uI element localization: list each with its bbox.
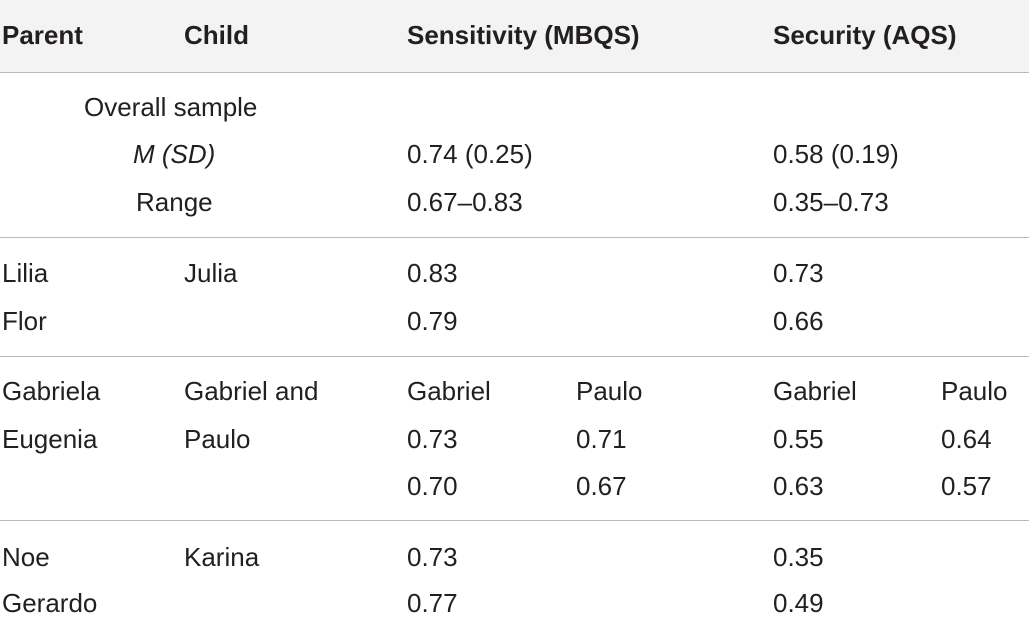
group2-r1-sensitivity-b: 0.71 [576, 424, 627, 454]
group1-parent2: Flor [2, 306, 47, 336]
overall-range-label: Range [136, 187, 213, 217]
overall-m-security: 0.58 (0.19) [773, 139, 899, 169]
group2-sensitivity-sub1: Gabriel [407, 376, 491, 406]
overall-m-label: M (SD) [133, 139, 216, 169]
group2-security-sub1: Gabriel [773, 376, 857, 406]
group3-parent2: Gerardo [2, 588, 98, 618]
header-child: Child [184, 20, 249, 50]
group3-security2: 0.49 [773, 588, 824, 618]
header-sensitivity: Sensitivity (MBQS) [407, 20, 640, 50]
group3-child: Karina [184, 542, 260, 572]
group3-parent1: Noe [2, 542, 50, 572]
group2-r1-sensitivity-a: 0.73 [407, 424, 458, 454]
group3-sensitivity2: 0.77 [407, 588, 458, 618]
overall-label: Overall sample [84, 92, 258, 122]
group2-security-sub2: Paulo [941, 376, 1008, 406]
group1-sensitivity2: 0.79 [407, 306, 458, 336]
overall-range-security: 0.35–0.73 [773, 187, 889, 217]
group2-r1-security-a: 0.55 [773, 424, 824, 454]
group2-child-line2: Paulo [184, 424, 251, 454]
group1-security2: 0.66 [773, 306, 824, 336]
group1-sensitivity1: 0.83 [407, 258, 458, 288]
header-parent: Parent [2, 20, 83, 50]
table-header [0, 0, 1029, 73]
header-security: Security (AQS) [773, 20, 957, 50]
group1-child: Julia [184, 258, 238, 288]
group2-child-line1: Gabriel and [184, 376, 319, 406]
group2-r2-security-b: 0.57 [941, 471, 992, 501]
row-divider [0, 520, 1029, 521]
group2-r2-sensitivity-b: 0.67 [576, 471, 627, 501]
overall-m-sensitivity: 0.74 (0.25) [407, 139, 533, 169]
group2-parent1: Gabriela [2, 376, 101, 406]
group1-security1: 0.73 [773, 258, 824, 288]
group3-sensitivity1: 0.73 [407, 542, 458, 572]
group2-r1-security-b: 0.64 [941, 424, 992, 454]
group3-security1: 0.35 [773, 542, 824, 572]
row-divider [0, 237, 1029, 238]
overall-range-sensitivity: 0.67–0.83 [407, 187, 523, 217]
row-divider [0, 356, 1029, 357]
group2-sensitivity-sub2: Paulo [576, 376, 643, 406]
group2-r2-security-a: 0.63 [773, 471, 824, 501]
group2-r2-sensitivity-a: 0.70 [407, 471, 458, 501]
group1-parent1: Lilia [2, 258, 49, 288]
group2-parent2: Eugenia [2, 424, 98, 454]
